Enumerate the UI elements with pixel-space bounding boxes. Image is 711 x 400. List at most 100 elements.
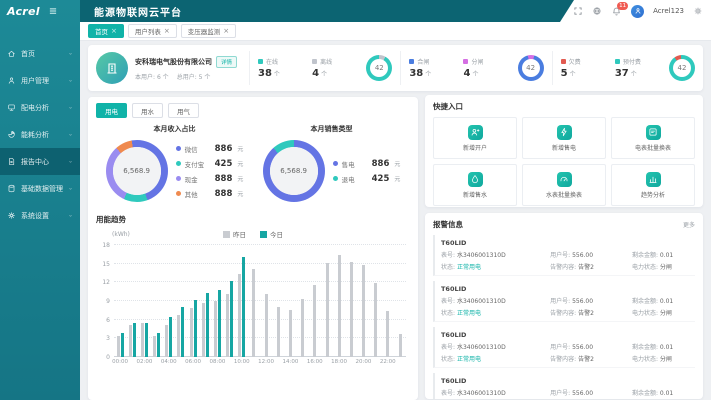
- bar-group-19:00: [345, 245, 357, 357]
- bar-yesterday[interactable]: [313, 285, 316, 357]
- sidebar-item-4[interactable]: 报告中心⌄: [0, 148, 80, 175]
- legend-square: [260, 231, 267, 238]
- tab-0[interactable]: 首页×: [88, 24, 124, 38]
- alarm-more-link[interactable]: 更多: [683, 220, 695, 229]
- quick-tile-2[interactable]: 电表批量换表: [611, 117, 695, 159]
- quick-tile-3[interactable]: 新增售水: [433, 164, 517, 206]
- bar-yesterday[interactable]: [141, 323, 144, 357]
- sidebar-item-2[interactable]: 配电分析⌄: [0, 94, 80, 121]
- tab-label: 变压器监测: [188, 26, 221, 36]
- bar-yesterday[interactable]: [399, 334, 402, 357]
- alarm-item-1[interactable]: T60LID表号: 水3406001310D用户号: 556.00剩余金额: 0…: [433, 281, 695, 322]
- quick-tile-5[interactable]: 趋势分析: [611, 164, 695, 206]
- alarm-field: 用户号: 556.00: [550, 250, 632, 259]
- bar-today[interactable]: [230, 281, 233, 357]
- sidebar: Acrel 首页⌄用户管理⌄配电分析⌄能耗分析⌄报告中心⌄基础数据管理⌄系统设置…: [0, 0, 80, 400]
- alarm-field-value: 556.00: [572, 298, 593, 305]
- legend-square: [312, 59, 317, 64]
- bar-yesterday[interactable]: [214, 301, 217, 357]
- username[interactable]: Acrel123: [653, 7, 684, 15]
- trend-title: 用能趋势: [96, 214, 410, 225]
- legend-value: 425: [215, 159, 233, 169]
- bar-yesterday[interactable]: [226, 294, 229, 357]
- company-substat: 本用户: 6 个: [135, 72, 169, 81]
- fullscreen-icon[interactable]: [573, 6, 583, 16]
- home-icon: [7, 49, 16, 58]
- topbar: 能源物联网云平台 11 Acrel123: [80, 0, 711, 22]
- legend-dot-icon: [176, 191, 181, 196]
- bar-today[interactable]: [181, 307, 184, 357]
- bar-yesterday[interactable]: [177, 315, 180, 357]
- bar-today[interactable]: [242, 257, 245, 357]
- bar-today[interactable]: [218, 290, 221, 357]
- avatar[interactable]: [631, 5, 644, 18]
- bar-yesterday[interactable]: [374, 283, 377, 357]
- bar-chart-plot: 0369121518: [114, 245, 406, 357]
- quick-tile-4[interactable]: 水表批量换表: [522, 164, 606, 206]
- bar-yesterday[interactable]: [165, 325, 168, 357]
- sidebar-item-1[interactable]: 用户管理⌄: [0, 67, 80, 94]
- legend-item: 微信886元: [176, 144, 244, 154]
- bar-yesterday[interactable]: [386, 311, 389, 357]
- bar-today[interactable]: [133, 323, 136, 357]
- bar-yesterday[interactable]: [326, 263, 329, 357]
- legend-label: 微信: [185, 144, 211, 154]
- tab-2[interactable]: 变压器监测×: [181, 24, 236, 38]
- sidebar-item-0[interactable]: 首页⌄: [0, 40, 80, 67]
- sidebar-item-5[interactable]: 基础数据管理⌄: [0, 175, 80, 202]
- bar-today[interactable]: [157, 333, 160, 357]
- bar-group-14:00: [284, 245, 296, 357]
- alarm-field-label: 状态: [441, 310, 453, 317]
- bar-today[interactable]: [206, 293, 209, 357]
- sidebar-item-6[interactable]: 系统设置⌄: [0, 202, 80, 229]
- sidebar-item-3[interactable]: 能耗分析⌄: [0, 121, 80, 148]
- stat-label: 分闸: [471, 57, 483, 66]
- bar-yesterday[interactable]: [153, 336, 156, 357]
- filter-chip-2[interactable]: 用气: [168, 103, 199, 118]
- tab-close-icon[interactable]: ×: [164, 27, 170, 35]
- language-globe-icon[interactable]: [592, 6, 602, 16]
- alarm-item-3[interactable]: T60LID表号: 水3406001310D用户号: 556.00剩余金额: 0…: [433, 373, 695, 399]
- alarm-field-value: 556.00: [572, 390, 593, 397]
- filter-chip-0[interactable]: 用电: [96, 103, 127, 118]
- bar-yesterday[interactable]: [202, 303, 205, 357]
- bar-yesterday[interactable]: [277, 307, 280, 357]
- company-substat: 总用户: 5 个: [177, 72, 211, 81]
- bar-today[interactable]: [145, 323, 148, 357]
- alarm-field: 剩余金额: 0.01: [632, 296, 689, 305]
- bar-today[interactable]: [194, 300, 197, 357]
- bar-today[interactable]: [121, 333, 124, 357]
- bar-yesterday[interactable]: [238, 274, 241, 357]
- company-substats: 本用户: 6 个总用户: 5 个: [135, 72, 237, 81]
- bar-yesterday[interactable]: [338, 255, 341, 357]
- bar-group-16:00: [309, 245, 321, 357]
- bar-yesterday[interactable]: [350, 262, 353, 357]
- bar-yesterday[interactable]: [362, 265, 365, 357]
- bar-group-13:00: [272, 245, 284, 357]
- legend-square: [409, 59, 414, 64]
- alarm-item-0[interactable]: T60LID表号: 水3406001310D用户号: 556.00剩余金额: 0…: [433, 235, 695, 276]
- alarm-field-label: 剩余金额: [632, 252, 656, 259]
- quick-entry-title: 快捷入口: [433, 101, 695, 112]
- alarm-item-2[interactable]: T60LID表号: 水3406001310D用户号: 556.00剩余金额: 0…: [433, 327, 695, 368]
- substat-value: 5 个: [199, 74, 211, 81]
- bar-today[interactable]: [169, 317, 172, 357]
- bar-yesterday[interactable]: [252, 269, 255, 357]
- company-detail-button[interactable]: 详情: [216, 56, 237, 68]
- bar-yesterday[interactable]: [190, 308, 193, 357]
- settings-gear-icon[interactable]: [693, 6, 703, 16]
- bar-yesterday[interactable]: [117, 336, 120, 357]
- tab-close-icon[interactable]: ×: [111, 27, 117, 35]
- bar-yesterday[interactable]: [265, 294, 268, 357]
- y-axis-unit: (kWh): [112, 231, 130, 238]
- tab-close-icon[interactable]: ×: [223, 27, 229, 35]
- quick-tile-1[interactable]: 新增售电: [522, 117, 606, 159]
- filter-chip-1[interactable]: 用水: [132, 103, 163, 118]
- quick-tile-0[interactable]: 新增开户: [433, 117, 517, 159]
- bar-yesterday[interactable]: [301, 299, 304, 357]
- menu-toggle-icon[interactable]: [48, 6, 58, 16]
- bar-yesterday[interactable]: [129, 325, 132, 357]
- tab-1[interactable]: 用户列表×: [128, 24, 177, 38]
- notifications-bell-icon[interactable]: 11: [611, 6, 622, 17]
- bar-yesterday[interactable]: [289, 310, 292, 357]
